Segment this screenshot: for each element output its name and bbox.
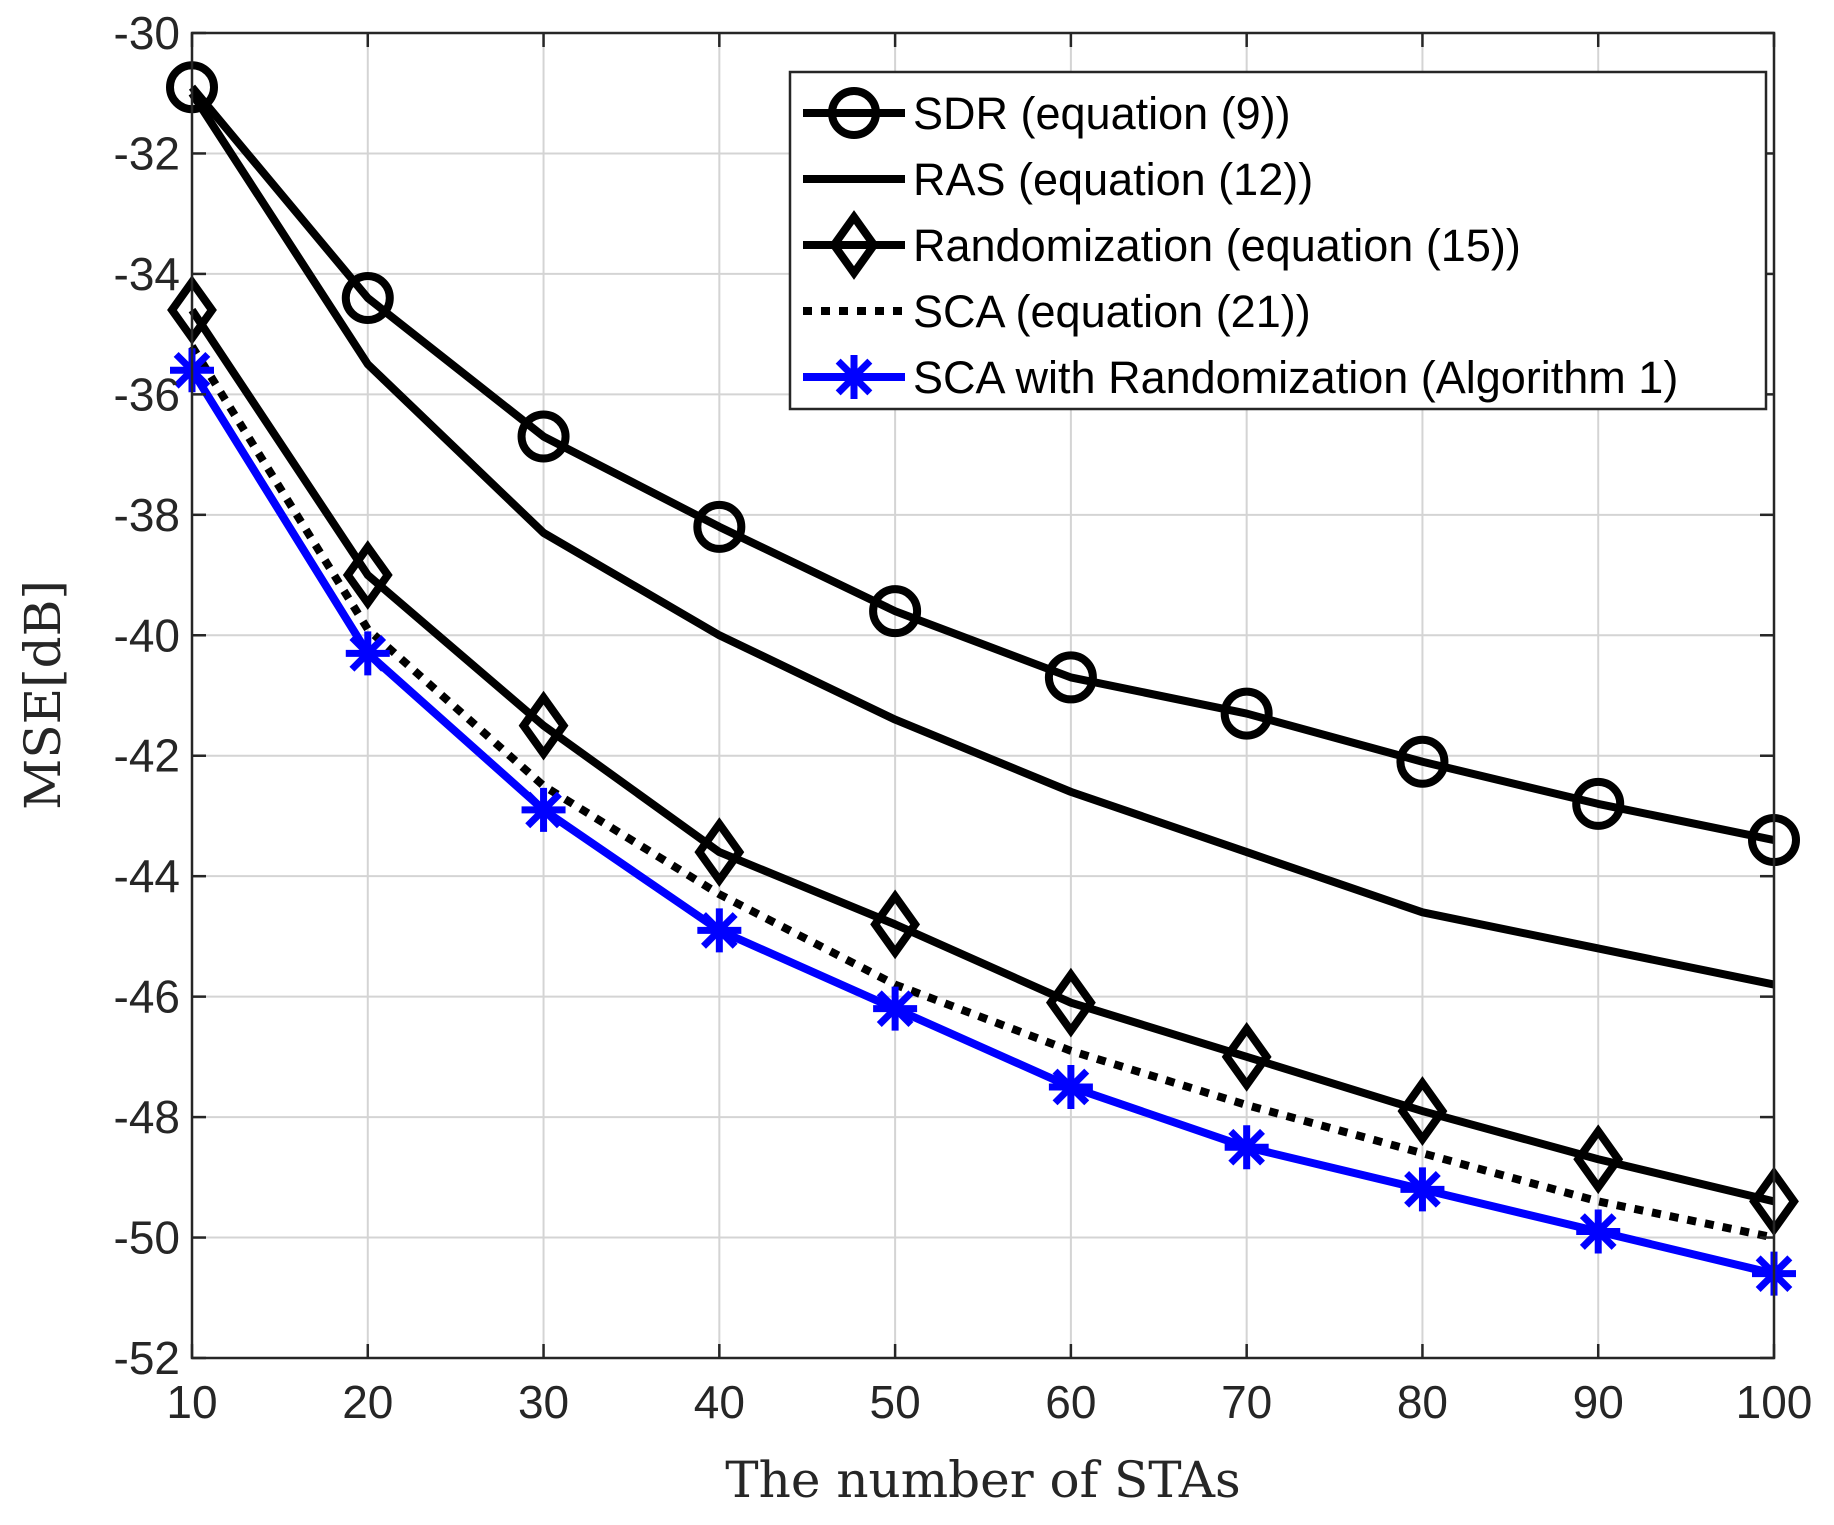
data-point-circle bbox=[1220, 687, 1273, 740]
legend-marker-circle bbox=[828, 87, 880, 139]
data-point-asterisk bbox=[1224, 1125, 1269, 1170]
data-point-diamond bbox=[1221, 1021, 1272, 1092]
y-tick-label: -36 bbox=[114, 368, 180, 420]
series-line bbox=[188, 307, 1775, 1206]
x-tick-label: 70 bbox=[1221, 1376, 1272, 1428]
data-point-asterisk bbox=[1048, 1064, 1093, 1109]
axis-ticks: 10 20 30 40 50 60 70 80 90 100 -52 -50 -48 -46 -44 -42 -… bbox=[114, 7, 1813, 1428]
data-point-diamond bbox=[694, 817, 745, 887]
legend-label: RAS (equation (12)) bbox=[913, 154, 1313, 205]
data-point-circle bbox=[869, 585, 922, 638]
data-point-diamond bbox=[342, 540, 393, 610]
y-axis-label: MSE[dB] bbox=[14, 580, 72, 810]
legend-box bbox=[788, 70, 1768, 411]
data-point-circle bbox=[1396, 735, 1449, 788]
x-tick-label: 10 bbox=[166, 1376, 217, 1428]
series-sca-equation-21 bbox=[188, 344, 1775, 1242]
data-point-circle bbox=[341, 272, 394, 324]
legend: SDR (equation (9)) RAS (equation (12)) Ran… bbox=[788, 70, 1768, 411]
data-point-asterisk bbox=[521, 787, 566, 832]
y-tick-label: -38 bbox=[114, 489, 180, 541]
x-tick-label: 80 bbox=[1397, 1376, 1448, 1428]
asterisk-stroke bbox=[876, 990, 914, 1027]
legend-label: SDR (equation (9)) bbox=[913, 88, 1291, 139]
asterisk-stroke bbox=[525, 791, 562, 829]
legend-marker-diamond bbox=[829, 210, 879, 280]
data-point-diamond bbox=[1397, 1076, 1448, 1146]
plot-frame bbox=[190, 31, 1776, 1360]
data-point-circle bbox=[1044, 651, 1097, 704]
series-line bbox=[188, 368, 1775, 1278]
legend-label: Randomization (equation (15)) bbox=[913, 220, 1521, 271]
data-point-diamond bbox=[518, 690, 569, 761]
series-line bbox=[188, 344, 1775, 1242]
legend-entry: SDR (equation (9)) bbox=[803, 87, 1291, 139]
y-tick-label: -34 bbox=[114, 248, 180, 300]
y-tick-label: -40 bbox=[114, 609, 180, 661]
asterisk-stroke bbox=[701, 912, 738, 949]
asterisk-stroke bbox=[349, 635, 387, 672]
legend-entry: SCA (equation (21)) bbox=[803, 286, 1311, 337]
legend-entry: RAS (equation (12)) bbox=[803, 154, 1313, 205]
y-tick-label: -44 bbox=[114, 850, 180, 902]
asterisk-stroke bbox=[1579, 1213, 1617, 1250]
x-tick-label: 20 bbox=[342, 1376, 393, 1428]
asterisk-stroke bbox=[1052, 1068, 1090, 1106]
x-axis-label: The number of STAs bbox=[725, 1451, 1240, 1509]
data-point-diamond bbox=[1045, 967, 1096, 1038]
series-line bbox=[188, 91, 1775, 989]
legend-entry: Randomization (equation (15)) bbox=[803, 210, 1521, 280]
x-tick-label: 30 bbox=[518, 1376, 569, 1428]
data-point-asterisk bbox=[1400, 1167, 1445, 1212]
asterisk-stroke bbox=[1228, 1128, 1265, 1166]
data-point-asterisk bbox=[345, 631, 390, 676]
data-point-diamond bbox=[870, 889, 921, 960]
y-tick-label: -32 bbox=[114, 127, 180, 179]
data-point-asterisk bbox=[1576, 1209, 1621, 1254]
asterisk-stroke bbox=[1404, 1171, 1441, 1208]
y-tick-label: -52 bbox=[114, 1332, 180, 1384]
x-tick-label: 40 bbox=[694, 1376, 745, 1428]
x-tick-label: 50 bbox=[870, 1376, 921, 1428]
y-tick-label: -42 bbox=[114, 730, 180, 782]
legend-entry: SCA with Randomization (Algorithm 1) bbox=[803, 352, 1678, 403]
data-point-circle bbox=[693, 500, 746, 553]
legend-marker-asterisk bbox=[832, 355, 876, 399]
series-line bbox=[188, 84, 1775, 844]
data-point-asterisk bbox=[697, 908, 742, 953]
legend-label: SCA (equation (21)) bbox=[913, 286, 1311, 337]
y-tick-label: -48 bbox=[114, 1091, 180, 1143]
data-point-circle bbox=[1572, 777, 1625, 830]
series-randomization-equation-15 bbox=[167, 275, 1799, 1237]
x-tick-label: 90 bbox=[1573, 1376, 1624, 1428]
data-point-asterisk bbox=[873, 986, 918, 1031]
y-tick-label: -50 bbox=[114, 1212, 180, 1264]
legend-label: SCA with Randomization (Algorithm 1) bbox=[913, 352, 1678, 403]
x-tick-label: 60 bbox=[1045, 1376, 1096, 1428]
x-tick-label: 100 bbox=[1736, 1376, 1813, 1428]
series-ras-equation-12 bbox=[188, 91, 1775, 989]
series-sca-with-randomization-algorithm-1 bbox=[170, 348, 1796, 1296]
data-point-diamond bbox=[1573, 1124, 1624, 1195]
asterisk-stroke bbox=[835, 358, 873, 396]
data-point-circle bbox=[517, 410, 570, 463]
y-tick-label: -30 bbox=[114, 7, 180, 59]
y-tick-label: -46 bbox=[114, 971, 180, 1023]
